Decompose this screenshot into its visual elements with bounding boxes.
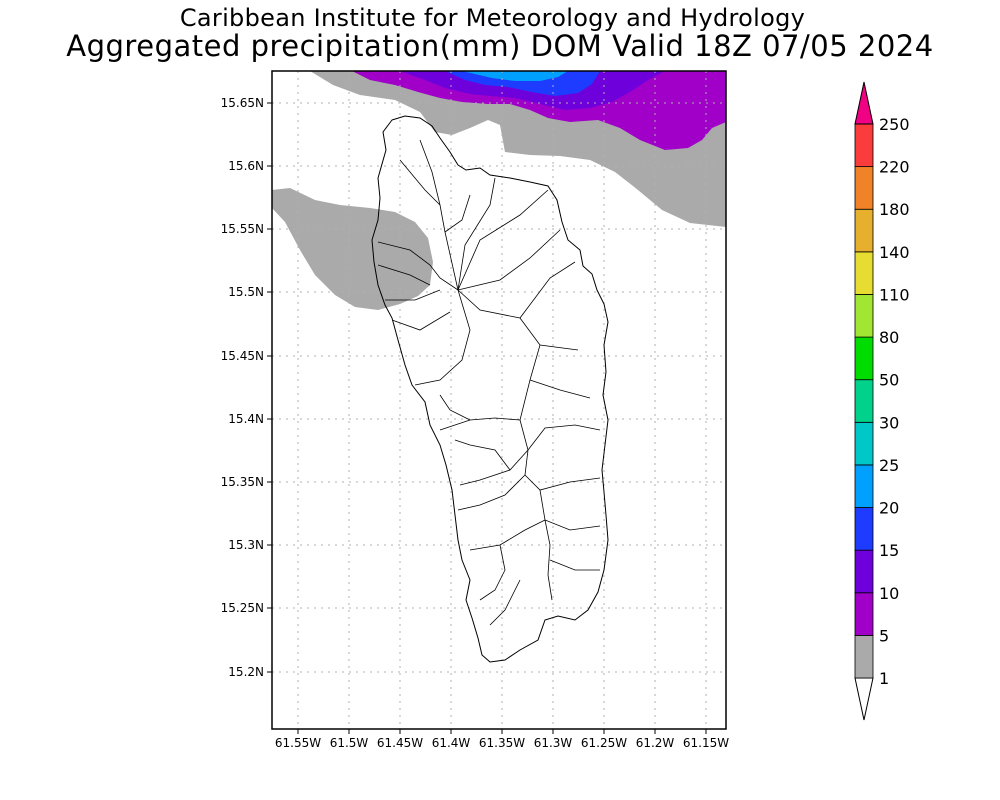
lat-label: 15.5N [228, 285, 264, 299]
colorbar-label: 1 [879, 669, 889, 688]
lat-label: 15.55N [221, 222, 264, 236]
colorbar-label: 25 [879, 456, 899, 475]
colorbar-label: 50 [879, 371, 899, 390]
colorbar-segment [854, 294, 874, 338]
colorbar-segment [854, 549, 874, 594]
colorbar-segment [854, 123, 874, 168]
lat-label: 15.3N [228, 538, 264, 552]
lat-label: 15.45N [221, 349, 264, 363]
colorbar-label: 180 [879, 200, 910, 219]
colorbar-label: 250 [879, 115, 910, 134]
lon-label: 61.3W [534, 736, 573, 750]
colorbar-segment [854, 507, 874, 551]
colorbar-segment [854, 166, 874, 210]
colorbar-segment [854, 379, 874, 423]
colorbar-label: 15 [879, 541, 899, 560]
map-frame [271, 70, 727, 730]
colorbar-segment [854, 592, 874, 636]
colorbar-segment [854, 208, 874, 253]
watershed-lines [377, 139, 601, 626]
colorbar-label: 220 [879, 158, 910, 177]
lon-label: 61.2W [636, 736, 675, 750]
colorbar-label: 140 [879, 243, 910, 262]
lon-label: 61.5W [330, 736, 369, 750]
precip-west-1-5mm [272, 188, 433, 310]
colorbar-under-arrow [854, 677, 874, 721]
colorbar-segment [854, 251, 874, 295]
institute-title: Caribbean Institute for Meteorology and … [179, 4, 806, 32]
lat-axis: 15.65N 15.6N 15.55N 15.5N 15.45N 15.4N 1… [221, 96, 272, 679]
island-outline [371, 115, 609, 663]
map-gridlines [272, 71, 726, 729]
lon-label: 61.15W [683, 736, 729, 750]
lat-label: 15.35N [221, 475, 264, 489]
colorbar-label: 20 [879, 499, 899, 518]
precip-north-20-25mm [462, 71, 568, 81]
lon-label: 61.35W [479, 736, 525, 750]
colorbar-label: 110 [879, 285, 910, 304]
lat-label: 15.4N [228, 412, 264, 426]
colorbar-segment [854, 421, 874, 466]
colorbar-over-arrow [854, 81, 874, 125]
lon-label: 61.25W [581, 736, 627, 750]
colorbar-segment [854, 464, 874, 508]
lat-label: 15.25N [221, 601, 264, 615]
lat-label: 15.6N [228, 159, 264, 173]
colorbar-label: 80 [879, 328, 899, 347]
precip-north-15-20mm [445, 71, 600, 96]
lon-label: 61.55W [275, 736, 321, 750]
product-title: Aggregated precipitation(mm) DOM Valid 1… [66, 29, 934, 63]
colorbar-segment [854, 336, 874, 381]
colorbar-label: 10 [879, 584, 899, 603]
precip-layer [272, 71, 726, 310]
lat-label: 15.2N [228, 665, 264, 679]
colorbar-label: 30 [879, 413, 899, 432]
lon-axis: 61.55W 61.5W 61.45W 61.4W 61.35W 61.3W 6… [275, 729, 729, 750]
lat-label: 15.65N [221, 96, 264, 110]
colorbar-segment [854, 634, 874, 679]
precip-north-5-10mm [352, 71, 726, 150]
colorbar-label: 5 [879, 626, 889, 645]
lon-label: 61.45W [377, 736, 423, 750]
lon-label: 61.4W [432, 736, 471, 750]
